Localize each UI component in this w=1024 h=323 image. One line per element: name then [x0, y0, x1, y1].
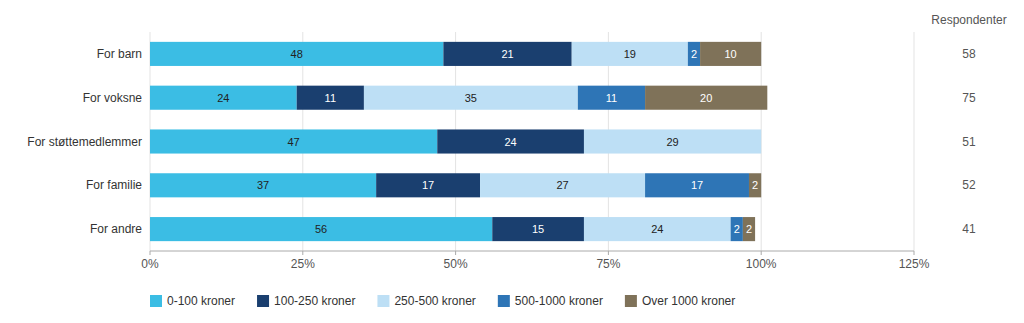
bar [376, 173, 480, 197]
bar [150, 42, 443, 66]
data-label: 37 [257, 179, 269, 191]
data-label: 10 [725, 48, 737, 60]
respondents-value: 51 [962, 135, 976, 149]
data-label: 11 [325, 92, 336, 104]
legend-swatch [150, 295, 162, 307]
data-label: 11 [606, 92, 617, 104]
respondents-value: 41 [962, 222, 976, 236]
tick [150, 251, 151, 255]
data-label: 27 [556, 179, 568, 191]
bar [584, 217, 731, 241]
legend-label: 500-1000 kroner [515, 294, 603, 308]
bar [437, 129, 584, 153]
bar [645, 86, 767, 110]
data-label: 47 [288, 136, 300, 148]
axis-line [150, 251, 914, 252]
category-label: For støttemedlemmer [27, 135, 142, 149]
data-label: 17 [691, 179, 703, 191]
chart: 4824473756211124171519352927242111721020… [0, 0, 1024, 323]
tick [302, 251, 303, 255]
tick-label: 25% [291, 257, 315, 271]
data-label: 24 [651, 223, 663, 235]
legend-swatch [625, 295, 637, 307]
legend-label: 250-500 kroner [394, 294, 475, 308]
data-label: 56 [315, 223, 327, 235]
data-label: 15 [532, 223, 544, 235]
bar [688, 42, 700, 66]
bar [150, 217, 492, 241]
respondents-value: 58 [962, 47, 976, 61]
legend-label: Over 1000 kroner [642, 294, 735, 308]
tick [455, 251, 456, 255]
x-axis: 0% 25% 50% 75% 100% 125% [141, 251, 929, 271]
grid [150, 32, 914, 251]
bar [645, 173, 749, 197]
legend-swatch [257, 295, 269, 307]
grid-line [914, 32, 915, 251]
data-labels: 48 24 47 37 56 21 11 24 17 15 19 35 29 27 24 2 11 17 2 10 20… [217, 48, 758, 235]
bars [150, 42, 767, 241]
bar [731, 217, 743, 241]
data-label: 20 [700, 92, 712, 104]
category-label: For voksne [83, 91, 143, 105]
data-label: 19 [624, 48, 636, 60]
data-label: 2 [746, 223, 752, 235]
bar [150, 173, 376, 197]
legend-label: 0-100 kroner [167, 294, 235, 308]
tick-label: 0% [141, 257, 159, 271]
respondents-value: 75 [962, 91, 976, 105]
bar [572, 42, 688, 66]
tick-label: 50% [444, 257, 468, 271]
legend-swatch [498, 295, 510, 307]
data-label: 35 [465, 92, 477, 104]
tick-label: 125% [899, 257, 930, 271]
category-label: For andre [90, 222, 142, 236]
tick-label: 75% [596, 257, 620, 271]
bar [761, 129, 762, 153]
bar [761, 129, 762, 153]
tick-label: 100% [746, 257, 777, 271]
bar [297, 86, 364, 110]
tick [914, 251, 915, 255]
bar [150, 86, 297, 110]
legend: 0-100 kroner 100-250 kroner 250-500 kroner… [150, 294, 735, 308]
bar [584, 129, 761, 153]
data-label: 2 [691, 48, 697, 60]
data-label: 17 [422, 179, 434, 191]
respondents-header: Respondenter [931, 13, 1006, 27]
legend-swatch [377, 295, 389, 307]
bar [150, 129, 437, 153]
tick [608, 251, 609, 255]
bar [364, 86, 578, 110]
respondents: Respondenter 58 75 51 52 41 [931, 13, 1006, 236]
bar [578, 86, 645, 110]
bar [743, 217, 755, 241]
bar [492, 217, 584, 241]
category-label: For familie [86, 178, 142, 192]
bar [443, 42, 571, 66]
category-label: For barn [97, 47, 142, 61]
bar [700, 42, 761, 66]
respondents-value: 52 [962, 178, 976, 192]
data-label: 24 [217, 92, 229, 104]
y-axis: For barn For voksne For støttemedlemmer For… [27, 47, 142, 236]
data-label: 21 [501, 48, 513, 60]
data-label: 2 [752, 179, 758, 191]
bar [480, 173, 645, 197]
legend-label: 100-250 kroner [274, 294, 355, 308]
data-label: 29 [666, 136, 678, 148]
data-label: 2 [734, 223, 740, 235]
data-label: 48 [291, 48, 303, 60]
tick [761, 251, 762, 255]
bar [749, 173, 761, 197]
data-label: 24 [504, 136, 516, 148]
